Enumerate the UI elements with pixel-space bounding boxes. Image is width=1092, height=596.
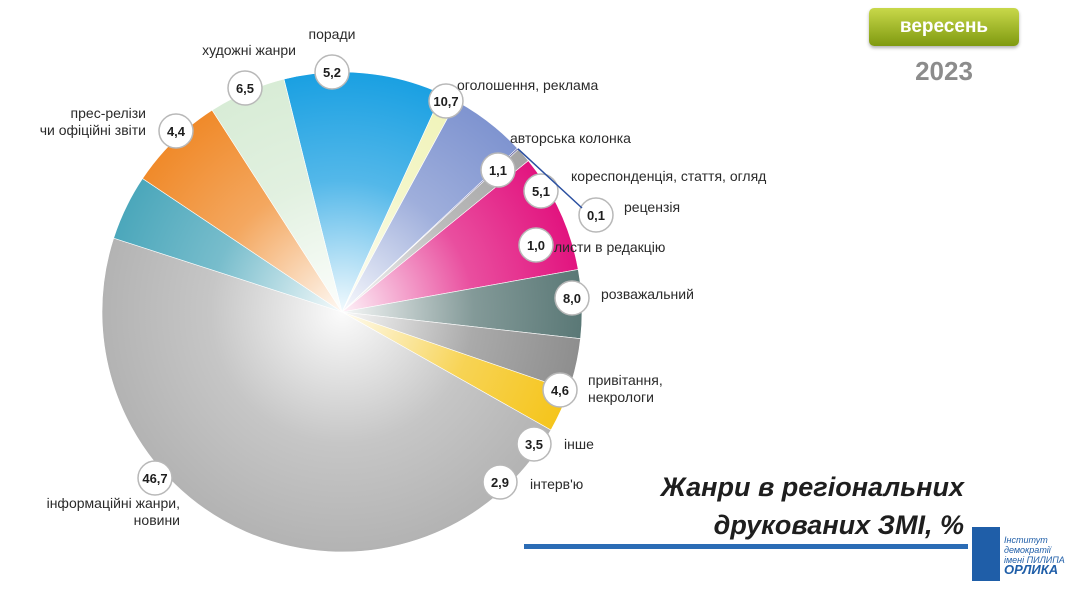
value-bubble-circle-12 (314, 54, 350, 90)
value-bubble-12: 5,2 (314, 54, 350, 90)
month-badge: вересень (869, 8, 1019, 46)
value-bubble-circle-7 (516, 426, 552, 462)
category-label-7: інше (564, 436, 594, 452)
category-label-0: оголошення, реклама (457, 77, 598, 93)
category-label-3-line-0: рецензія (624, 199, 680, 215)
institute-logo-text: Інститут демократії імені ПИЛИПА ОРЛИКА (1004, 535, 1087, 576)
value-bubble-9: 46,7 (137, 460, 173, 496)
title-underline (524, 544, 968, 549)
value-bubble-circle-2 (523, 173, 559, 209)
data-label-2: 5,1 (532, 184, 550, 199)
category-label-9: інформаційні жанри, новини (47, 495, 180, 528)
logo-line-2: імені ПИЛИПА (1004, 555, 1065, 565)
category-label-8: інтерв'ю (530, 476, 583, 492)
data-label-11: 6,5 (236, 81, 254, 96)
institute-logo: Інститут демократії імені ПИЛИПА ОРЛИКА (972, 527, 1087, 583)
category-label-6: привітання, некрологи (588, 372, 663, 405)
logo-line-1: Інститут демократії (1004, 535, 1051, 555)
value-bubble-7: 3,5 (516, 426, 552, 462)
value-bubble-circle-6 (542, 372, 578, 408)
value-bubble-circle-0 (428, 83, 464, 119)
value-bubble-2: 5,1 (523, 173, 559, 209)
category-label-2: кореспонденція, стаття, огляд (571, 168, 766, 184)
category-label-5: розважальний (601, 286, 694, 302)
value-bubble-circle-10 (158, 113, 194, 149)
value-bubble-circle-4 (518, 227, 554, 263)
value-bubble-circle-9 (137, 460, 173, 496)
value-bubble-0: 10,7 (428, 83, 464, 119)
category-label-10-line-0: прес-релізи (71, 105, 146, 121)
category-label-4-line-0: листи в редакцію (554, 239, 665, 255)
category-label-1-line-0: авторська колонка (510, 130, 631, 146)
value-bubble-10: 4,4 (158, 113, 194, 149)
leader-line-recenzia (517, 148, 583, 209)
category-label-11-line-0: художні жанри (202, 42, 296, 58)
category-label-0-line-0: оголошення, реклама (457, 77, 598, 93)
category-label-2-line-0: кореспонденція, стаття, огляд (571, 168, 766, 184)
value-bubble-5: 8,0 (554, 280, 590, 316)
chart-title-line-2: друкованих ЗМІ, % (713, 510, 964, 540)
category-label-3: рецензія (624, 199, 680, 215)
category-label-7-line-0: інше (564, 436, 594, 452)
category-label-6-line-1: некрологи (588, 389, 654, 405)
data-label-8: 2,9 (491, 475, 509, 490)
value-bubble-circle-8 (482, 464, 518, 500)
data-label-12: 5,2 (323, 65, 341, 80)
category-label-11: художні жанри (202, 42, 296, 58)
value-bubble-8: 2,9 (482, 464, 518, 500)
logo-line-3: ОРЛИКА (1004, 562, 1059, 577)
month-label: вересень (899, 16, 989, 37)
category-label-8-line-0: інтерв'ю (530, 476, 583, 492)
category-label-12: поради (309, 26, 356, 42)
category-label-10: прес-релізи чи офіційні звіти (40, 105, 146, 138)
data-label-10: 4,4 (167, 124, 186, 139)
institute-logo-icon (972, 527, 1000, 581)
data-label-7: 3,5 (525, 437, 543, 452)
value-bubble-circle-11 (227, 70, 263, 106)
category-label-9-line-0: інформаційні жанри, (47, 495, 180, 511)
category-label-12-line-0: поради (309, 26, 356, 42)
data-label-3: 0,1 (587, 208, 605, 223)
data-label-9: 46,7 (142, 471, 167, 486)
category-label-5-line-0: розважальний (601, 286, 694, 302)
data-label-4: 1,0 (527, 238, 545, 253)
year-label: 2023 (915, 56, 973, 86)
category-label-10-line-1: чи офіційні звіти (40, 122, 146, 138)
value-bubble-3: 0,1 (578, 197, 614, 233)
data-label-0: 10,7 (433, 94, 458, 109)
category-label-1: авторська колонка (510, 130, 631, 146)
value-bubble-1: 1,1 (480, 152, 516, 188)
value-bubble-11: 6,5 (227, 70, 263, 106)
value-bubble-6: 4,6 (542, 372, 578, 408)
chart-title: Жанри в регіональних друкованих ЗМІ, % (661, 468, 964, 544)
category-label-4: листи в редакцію (554, 239, 665, 255)
category-label-9-line-1: новини (134, 512, 180, 528)
value-bubble-circle-3 (578, 197, 614, 233)
value-bubble-circle-1 (480, 152, 516, 188)
category-label-6-line-0: привітання, (588, 372, 663, 388)
value-bubble-4: 1,0 (518, 227, 554, 263)
chart-title-line-1: Жанри в регіональних (660, 472, 964, 502)
data-label-1: 1,1 (489, 163, 507, 178)
data-label-5: 8,0 (563, 291, 581, 306)
data-label-6: 4,6 (551, 383, 569, 398)
value-bubble-circle-5 (554, 280, 590, 316)
